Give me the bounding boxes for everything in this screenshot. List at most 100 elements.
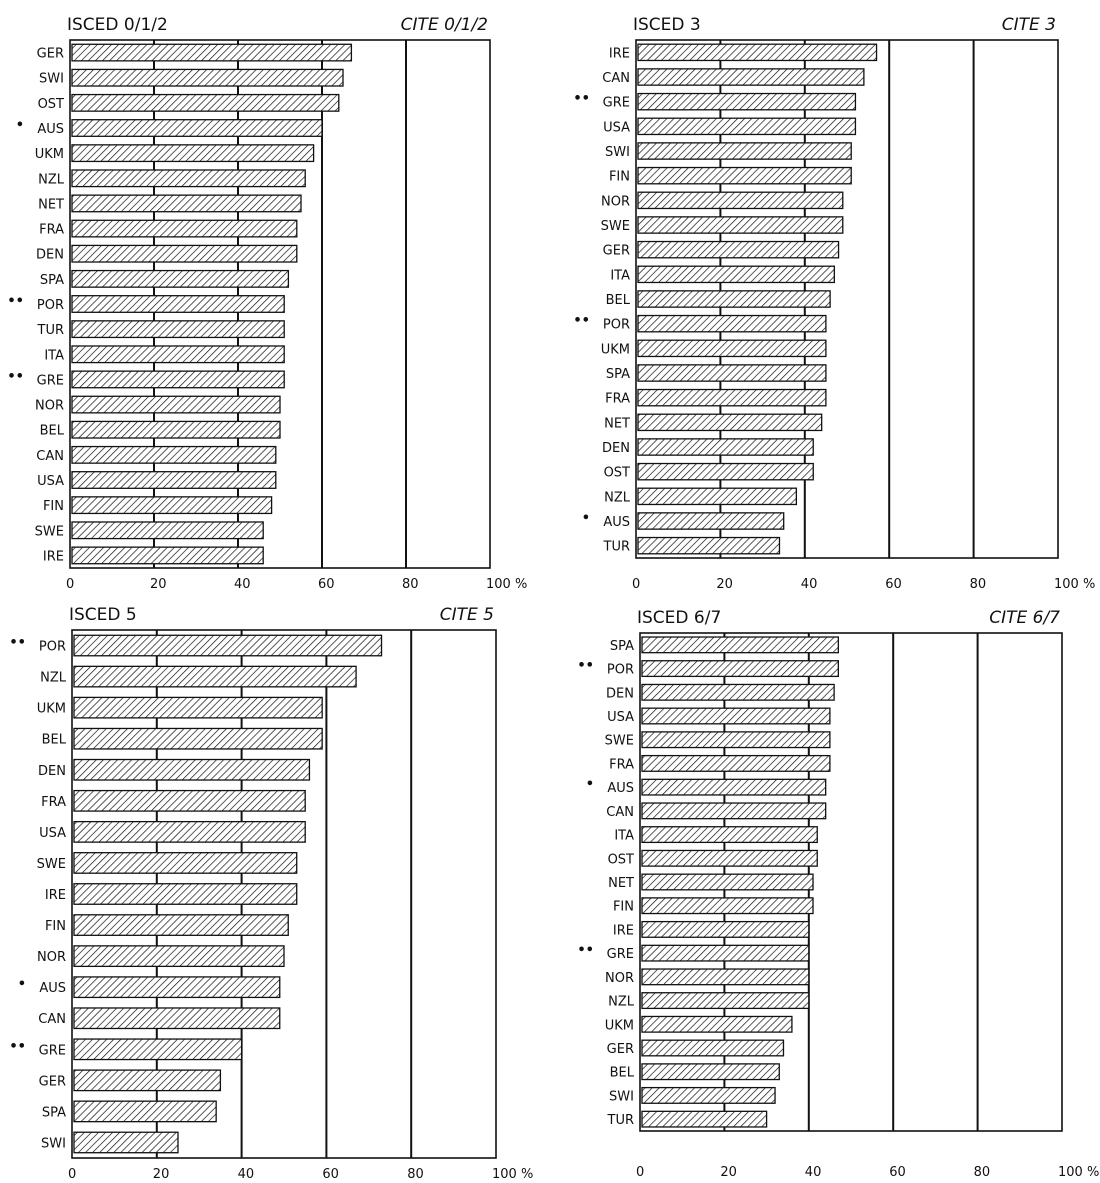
- bar-usa: [71, 471, 277, 489]
- bar-fin: [637, 166, 852, 185]
- category-label: UKM: [37, 702, 66, 717]
- plot-frame: [639, 632, 1063, 1132]
- category-label: GRE: [39, 1043, 66, 1058]
- category-label: BEL: [606, 293, 631, 308]
- panel-title: ISCED 3: [633, 15, 701, 35]
- bar-ire: [71, 546, 264, 565]
- bar-swe: [641, 731, 831, 749]
- x-tick-label: 20: [150, 577, 167, 592]
- bar-fra: [71, 219, 298, 238]
- note-marker: ••: [577, 659, 594, 674]
- category-label: UKM: [601, 342, 630, 357]
- bar-swi: [641, 1086, 776, 1104]
- bar-ger: [637, 240, 840, 259]
- bar-swi: [73, 1131, 179, 1154]
- bar-gre: [73, 1038, 243, 1061]
- category-label: SWI: [39, 72, 64, 87]
- category-label: TUR: [603, 540, 631, 555]
- plot-frame: [635, 39, 1059, 559]
- bar-ukm: [73, 696, 323, 719]
- bar-ita: [71, 345, 285, 364]
- bar-ukm: [641, 1015, 793, 1033]
- bar-den: [641, 683, 835, 701]
- chart-panel-3: ISCED 5 CITE 5 POR •• NZL UKM BEL DEN FRA USA SWE I…: [9, 605, 533, 1182]
- category-label: CAN: [38, 1012, 66, 1027]
- category-label: AUS: [603, 515, 630, 530]
- x-tick-label: 80: [402, 577, 419, 592]
- note-marker: ••: [573, 92, 590, 107]
- bar-nor: [637, 191, 844, 210]
- bar-fra: [641, 754, 831, 772]
- category-label: ITA: [44, 348, 64, 363]
- x-tick-label: 60: [885, 577, 902, 592]
- x-tick-label: 100 %: [486, 577, 527, 592]
- category-label: FIN: [45, 919, 66, 934]
- bar-aus: [73, 976, 281, 999]
- category-label: NET: [38, 197, 64, 212]
- bar-can: [637, 68, 865, 86]
- category-label: CAN: [606, 805, 634, 820]
- x-tick-label: 20: [716, 577, 733, 592]
- category-label: USA: [603, 120, 630, 135]
- bar-ire: [637, 43, 878, 62]
- category-label: SWI: [609, 1089, 634, 1104]
- note-marker: •: [586, 777, 594, 792]
- x-tick-label: 60: [889, 1165, 906, 1180]
- bar-net: [71, 194, 302, 213]
- category-label: GRE: [607, 947, 634, 962]
- category-label: GRE: [37, 373, 64, 388]
- x-tick-label: 20: [720, 1165, 737, 1180]
- note-marker: ••: [9, 636, 26, 651]
- category-label: OST: [38, 97, 64, 112]
- bar-nzl: [71, 169, 306, 188]
- note-marker: •: [16, 118, 24, 133]
- bar-ire: [73, 883, 298, 905]
- panel-title: ISCED 5: [69, 605, 137, 625]
- bar-den: [73, 758, 311, 781]
- bar-fin: [71, 496, 273, 515]
- category-label: ITA: [614, 829, 634, 844]
- category-label: USA: [39, 826, 66, 841]
- x-tick-label: 60: [318, 577, 335, 592]
- bar-fin: [73, 914, 289, 936]
- category-label: BEL: [610, 1066, 635, 1081]
- panel-title: ISCED 6/7: [637, 608, 721, 628]
- category-label: NOR: [601, 194, 630, 209]
- bar-ita: [637, 265, 835, 284]
- category-label: USA: [607, 710, 634, 725]
- bar-ger: [641, 1039, 785, 1057]
- category-label: POR: [603, 318, 630, 333]
- bar-swe: [637, 216, 844, 234]
- category-label: AUS: [39, 981, 66, 996]
- bar-bel: [641, 1063, 780, 1081]
- category-label: OST: [604, 466, 630, 481]
- x-tick-label: 0: [66, 577, 74, 592]
- category-label: POR: [37, 298, 64, 313]
- bar-ire: [641, 920, 810, 938]
- chart-panel-1: ISCED 0/1/2 CITE 0/1/2 GER SWI OST AUS • UKM NZL…: [7, 15, 527, 592]
- x-tick-label: 60: [322, 1167, 339, 1182]
- bar-usa: [73, 820, 306, 843]
- panel-title-alt: CITE 3: [1002, 15, 1056, 35]
- x-tick-label: 40: [234, 577, 251, 592]
- x-tick-label: 100 %: [492, 1167, 533, 1182]
- category-label: TUR: [37, 323, 65, 338]
- bar-aus: [71, 119, 323, 137]
- bar-fra: [73, 789, 306, 812]
- bar-den: [71, 244, 298, 263]
- category-label: POR: [39, 640, 66, 655]
- bar-nor: [641, 968, 810, 986]
- bar-swi: [637, 142, 852, 160]
- category-label: IRE: [43, 549, 64, 564]
- category-label: SWE: [605, 734, 634, 749]
- bar-nor: [73, 945, 285, 968]
- bar-aus: [637, 512, 785, 530]
- category-label: DEN: [36, 248, 64, 263]
- category-label: TUR: [607, 1113, 635, 1128]
- note-marker: ••: [573, 314, 590, 329]
- bar-gre: [71, 370, 285, 389]
- category-label: NZL: [604, 490, 631, 505]
- bar-ita: [641, 826, 818, 844]
- bar-can: [73, 1007, 281, 1030]
